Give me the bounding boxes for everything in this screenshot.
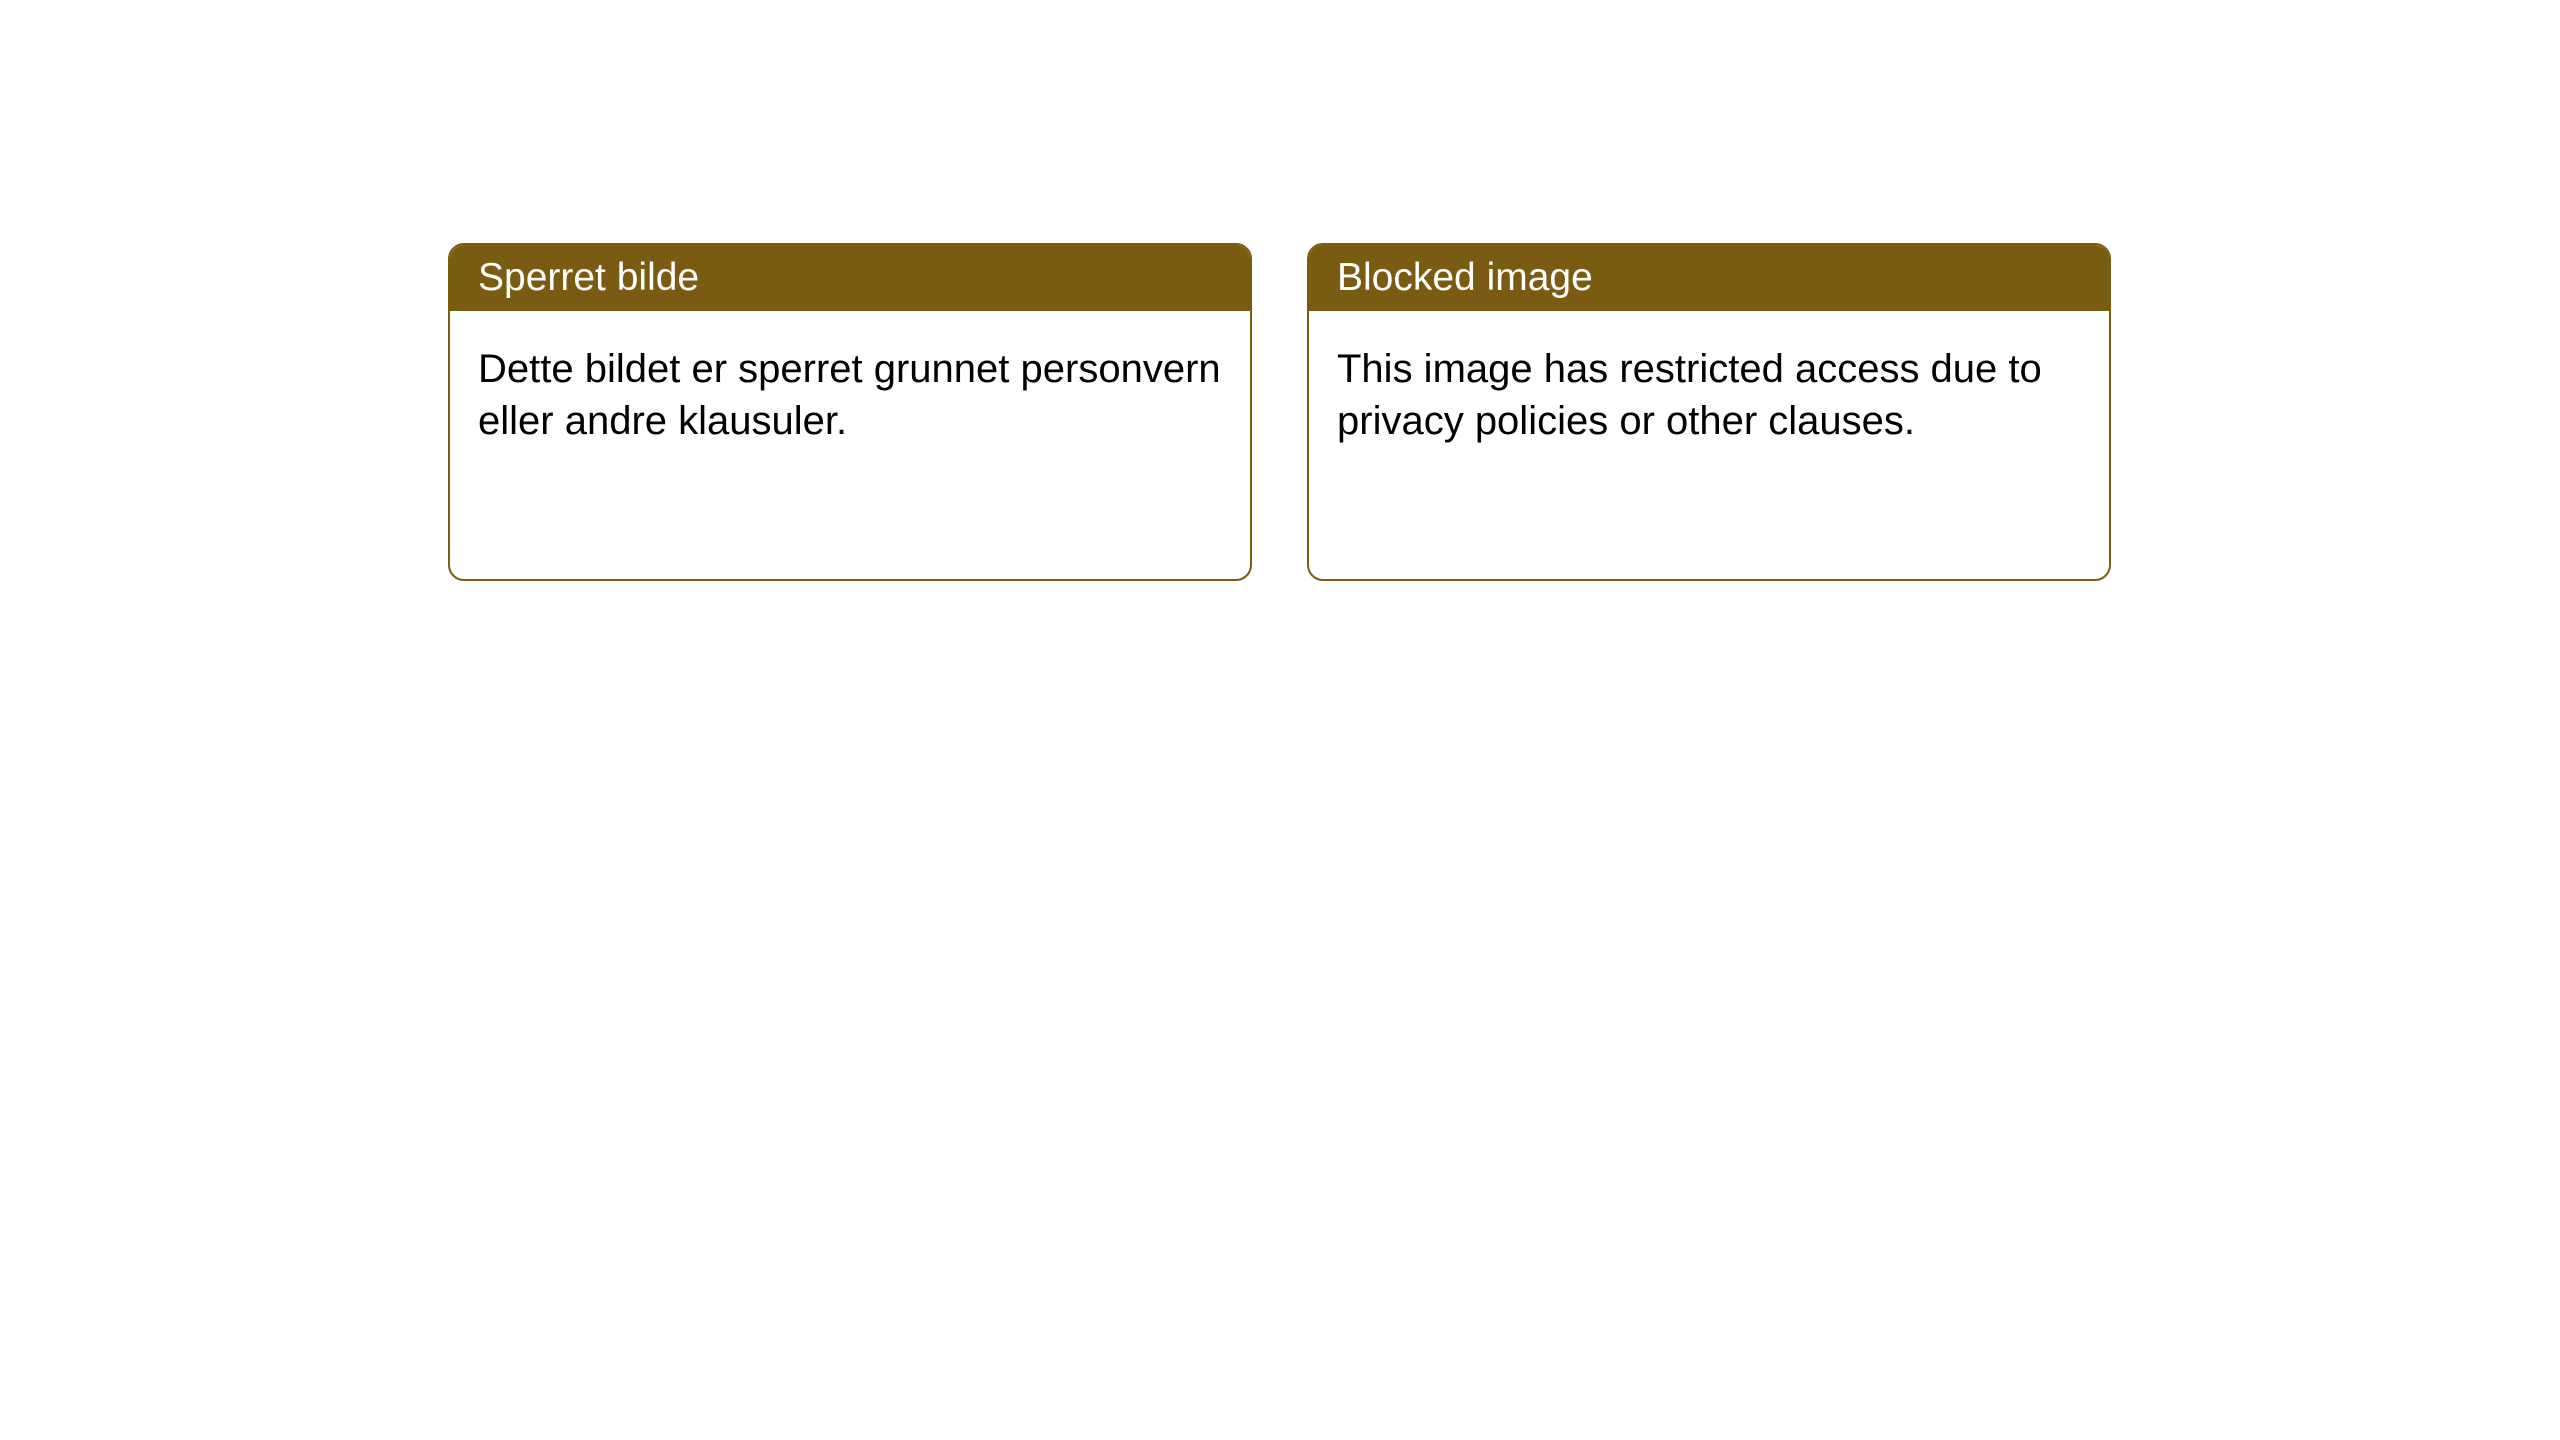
card-body: Dette bildet er sperret grunnet personve… bbox=[450, 311, 1250, 479]
card-header: Sperret bilde bbox=[450, 245, 1250, 311]
notice-card-norwegian: Sperret bilde Dette bildet er sperret gr… bbox=[448, 243, 1252, 581]
notice-cards-container: Sperret bilde Dette bildet er sperret gr… bbox=[448, 243, 2111, 581]
card-header: Blocked image bbox=[1309, 245, 2109, 311]
notice-card-english: Blocked image This image has restricted … bbox=[1307, 243, 2111, 581]
card-body: This image has restricted access due to … bbox=[1309, 311, 2109, 479]
